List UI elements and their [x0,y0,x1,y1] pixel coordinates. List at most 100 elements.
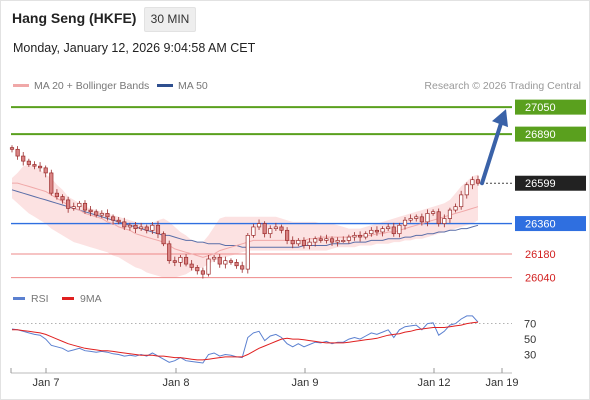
candle-body [419,216,424,223]
candle-body [38,165,43,169]
candle-body [99,213,104,216]
candle-body [414,216,419,219]
candle-body [133,224,138,229]
candle-body [217,256,222,265]
candle-body [290,240,295,245]
candle-body [116,219,121,223]
candle-body [21,155,26,162]
candle-body [358,235,363,238]
candle-body [464,184,469,196]
target-label-26890: 26890 [525,129,556,141]
candle-body [200,270,205,275]
candle-body [26,160,31,165]
candle-body [268,228,273,235]
pivot-label-bg-26360 [515,216,586,232]
current-price-label: 26599 [525,178,556,190]
candle-body [408,218,413,221]
pivot-label-26360: 26360 [525,219,556,231]
candle-body [301,240,307,246]
candle-body [212,256,217,260]
forecast-arrow-shaft [480,118,504,186]
candle-body [324,238,329,241]
candle-body [9,147,15,150]
candle-body [189,263,194,268]
candle-body [32,164,37,167]
candle-body [122,221,127,228]
candle-body [431,211,436,214]
candle-body [94,211,99,216]
candle-body [329,238,335,243]
candle-body [363,233,368,238]
candle-body [77,202,82,208]
rsi-tick-30: 30 [524,350,536,362]
candle-body [397,224,402,235]
candle-body [228,260,234,263]
candle-body [223,260,228,265]
candle-body [54,192,59,197]
x-tick-label: Jan 7 [33,377,60,389]
candle-body [279,226,284,231]
candle-body [380,228,385,233]
rsi-swatch [13,296,25,300]
rsi-tick-70: 70 [524,319,536,331]
candle-body [374,229,380,233]
ma9-swatch [62,296,74,300]
credit-text: Research © 2026 Trading Central [424,80,581,92]
rsi-tick-50: 50 [524,334,536,346]
legend-9ma: 9MA [62,293,102,305]
ma20-legend-label: MA 20 + Bollinger Bands [34,80,150,92]
rsi-9ma-line [12,321,479,361]
candle-body [127,224,132,228]
candle-body [82,202,88,211]
bollinger-band [12,164,478,278]
x-tick-label: Jan 12 [417,377,450,389]
legend-ma50: MA 50 [157,80,208,92]
candle-body [178,256,183,263]
candle-body [442,218,447,224]
candle-body [453,206,458,211]
candle-body [313,238,318,243]
candle-body [256,223,262,228]
candle-body [273,226,278,229]
candle-body [318,238,323,241]
candle-body [459,194,464,208]
x-tick-label: Jan 8 [163,377,190,389]
candle-body [183,256,189,265]
candle-body [49,172,54,194]
candle-body [307,241,312,246]
x-tick-label: Jan 19 [485,377,518,389]
candle-body [447,209,452,219]
candle-body [71,206,76,209]
target-label-bg-27050 [515,99,586,115]
candle-body [172,260,177,263]
ma9-legend-label: 9MA [80,293,102,305]
x-tick-label: Jan 9 [292,377,319,389]
support-label-26040: 26040 [525,273,556,285]
candle-body [346,236,351,241]
candle-body [402,219,408,226]
ma50-line [11,189,479,248]
candle-body [285,229,290,241]
candle-body [150,224,155,231]
rsi-line [11,315,479,364]
candle-body [167,243,172,262]
target-label-bg-26890 [515,126,586,142]
candle-body [206,258,211,275]
candle-body [105,213,110,218]
candle-body [251,226,256,236]
ma50-swatch [157,83,173,87]
candle-body [43,167,48,174]
candle-body [391,226,396,235]
timeframe-button[interactable]: 30 MIN [144,7,196,32]
ma50-legend-label: MA 50 [178,80,208,92]
candle-body [470,179,475,186]
candle-body [110,216,116,221]
candle-body [245,235,250,270]
candle-body [195,267,200,272]
candle-body [240,265,245,270]
candle-body [262,223,267,235]
instrument-title: Hang Seng (HKFE) [12,10,137,26]
candle-body [144,226,149,231]
candle-body [60,196,65,201]
